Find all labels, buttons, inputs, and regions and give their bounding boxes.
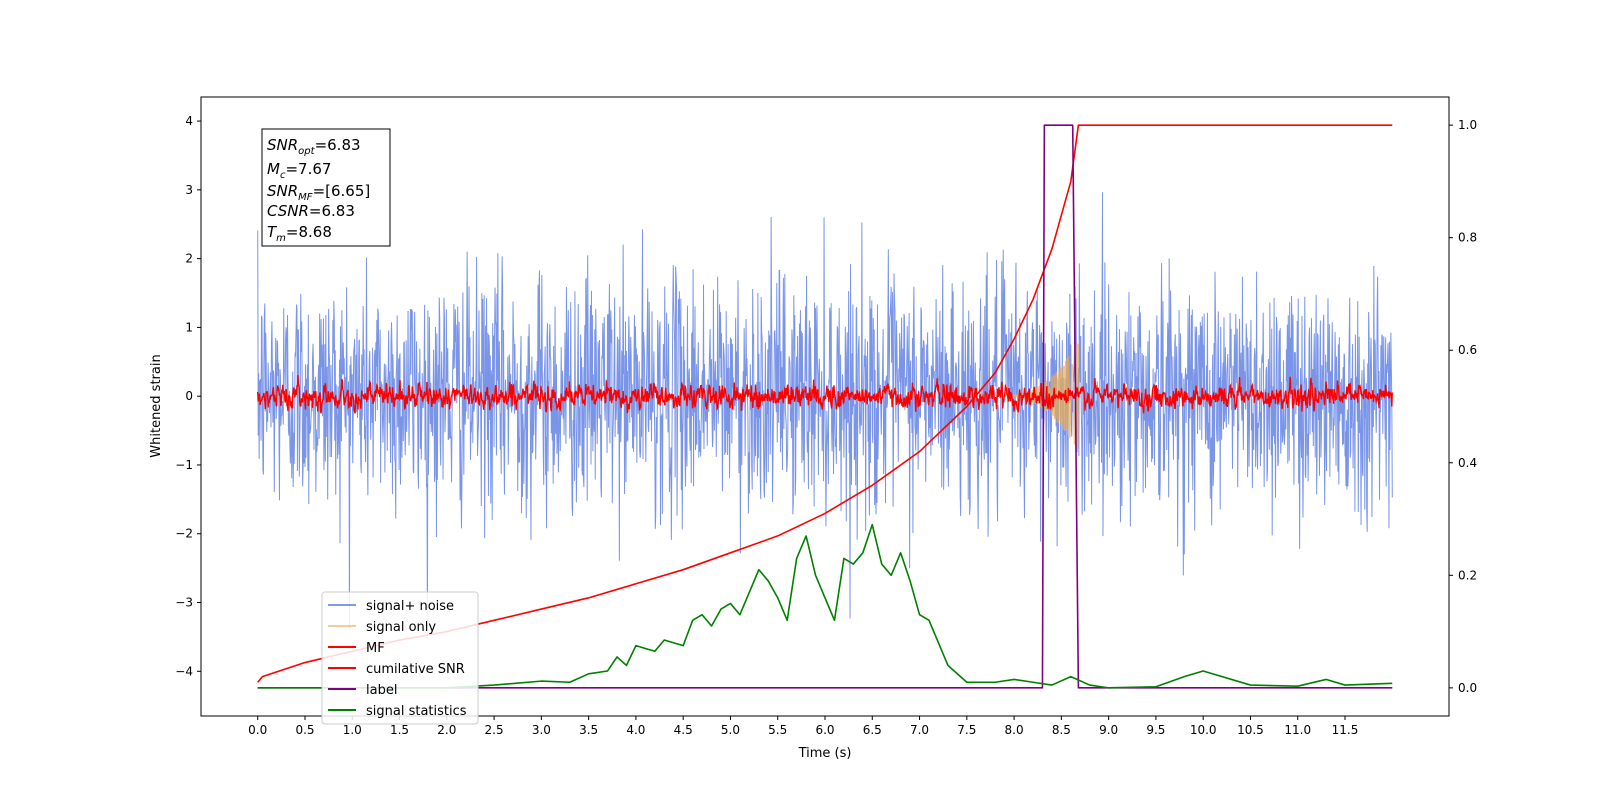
annotation-mc-value: =7.67 bbox=[285, 160, 331, 178]
legend-label-label: label bbox=[366, 683, 397, 698]
x-tick-label: 11.5 bbox=[1332, 723, 1359, 737]
right-y-axis-ticks: 1.0 0.8 0.6 0.4 0.2 0.0 bbox=[1449, 118, 1477, 695]
x-tick-label: 3.0 bbox=[532, 723, 551, 737]
y-tick-label: 0 bbox=[185, 389, 193, 403]
right-y-tick-label: 0.8 bbox=[1458, 231, 1477, 245]
legend-frame bbox=[321, 591, 479, 725]
x-axis-ticks: 0.0 0.5 1.0 1.5 2.0 2.5 3.0 3.5 4.0 4.5 5.0 5.5 6.0 6… bbox=[248, 716, 1358, 737]
y-tick-label: −1 bbox=[175, 458, 193, 472]
x-tick-label: 6.5 bbox=[863, 723, 882, 737]
y-tick-label: −2 bbox=[175, 527, 193, 541]
legend-label-signal-statistics: signal statistics bbox=[366, 704, 467, 719]
annotation-csnr-value: =6.83 bbox=[309, 202, 355, 220]
annotation-frame bbox=[261, 128, 391, 247]
x-tick-label: 10.0 bbox=[1190, 723, 1217, 737]
x-tick-label: 8.5 bbox=[1052, 723, 1071, 737]
x-tick-label: 1.5 bbox=[390, 723, 409, 737]
annotation-snr-mf-value: =[6.65] bbox=[313, 182, 371, 200]
x-tick-label: 2.5 bbox=[485, 723, 504, 737]
y-tick-label: −3 bbox=[175, 596, 193, 610]
y-tick-label: 2 bbox=[185, 252, 193, 266]
x-axis-label: Time (s) bbox=[798, 746, 852, 761]
annotation-csnr: CSNR=6.83 bbox=[267, 202, 355, 220]
annotation-tm: Tm=8.68 bbox=[267, 223, 332, 244]
legend-label-mf: MF bbox=[366, 641, 385, 656]
annotation-box: SNRopt=6.83 Mc=7.67 SNRMF=[6.65] CSNR=6.… bbox=[261, 128, 391, 247]
x-tick-label: 1.0 bbox=[343, 723, 362, 737]
x-tick-label: 0.5 bbox=[295, 723, 314, 737]
series-signal-statistics bbox=[257, 523, 1393, 689]
legend-label-signal-only: signal only bbox=[366, 620, 436, 635]
y-axis-ticks: 4 3 2 1 0 −1 −2 −3 −4 bbox=[175, 114, 201, 678]
y-tick-label: 3 bbox=[185, 183, 193, 197]
y-tick-label: −4 bbox=[175, 664, 193, 678]
annotation-snr-mf: SNRMF=[6.65] bbox=[267, 182, 370, 203]
x-tick-label: 10.5 bbox=[1237, 723, 1264, 737]
x-tick-label: 11.0 bbox=[1284, 723, 1311, 737]
right-y-tick-label: 1.0 bbox=[1458, 118, 1477, 132]
annotation-snr-opt: SNRopt=6.83 bbox=[267, 136, 361, 157]
x-tick-label: 8.0 bbox=[1005, 723, 1024, 737]
x-tick-label: 3.5 bbox=[579, 723, 598, 737]
x-tick-label: 7.0 bbox=[910, 723, 929, 737]
x-tick-label: 4.0 bbox=[626, 723, 645, 737]
annotation-snr-opt-value: =6.83 bbox=[315, 136, 361, 154]
series-mf bbox=[257, 374, 1393, 414]
x-tick-label: 5.0 bbox=[721, 723, 740, 737]
y-axis-label: Whitened strain bbox=[149, 354, 164, 457]
right-y-tick-label: 0.6 bbox=[1458, 343, 1477, 357]
y-tick-label: 4 bbox=[185, 114, 193, 128]
series-signal-noise bbox=[257, 192, 1393, 638]
y-tick-label: 1 bbox=[185, 320, 193, 334]
right-y-tick-label: 0.4 bbox=[1458, 456, 1477, 470]
right-y-tick-label: 0.0 bbox=[1458, 681, 1477, 695]
x-tick-label: 5.5 bbox=[768, 723, 787, 737]
x-tick-label: 7.5 bbox=[957, 723, 976, 737]
annotation-tm-value: =8.68 bbox=[286, 223, 332, 241]
annotation-mc: Mc=7.67 bbox=[267, 160, 331, 181]
x-tick-label: 4.5 bbox=[674, 723, 693, 737]
x-tick-label: 2.0 bbox=[437, 723, 456, 737]
x-tick-label: 9.0 bbox=[1099, 723, 1118, 737]
legend-label-signal-noise: signal+ noise bbox=[366, 599, 454, 614]
legend: signal+ noise signal only MF cumilative … bbox=[321, 591, 479, 725]
x-tick-label: 9.5 bbox=[1146, 723, 1165, 737]
legend-label-cumulative-snr: cumilative SNR bbox=[366, 662, 465, 677]
right-y-tick-label: 0.2 bbox=[1458, 568, 1477, 582]
x-tick-label: 0.0 bbox=[248, 723, 267, 737]
x-tick-label: 6.0 bbox=[815, 723, 834, 737]
